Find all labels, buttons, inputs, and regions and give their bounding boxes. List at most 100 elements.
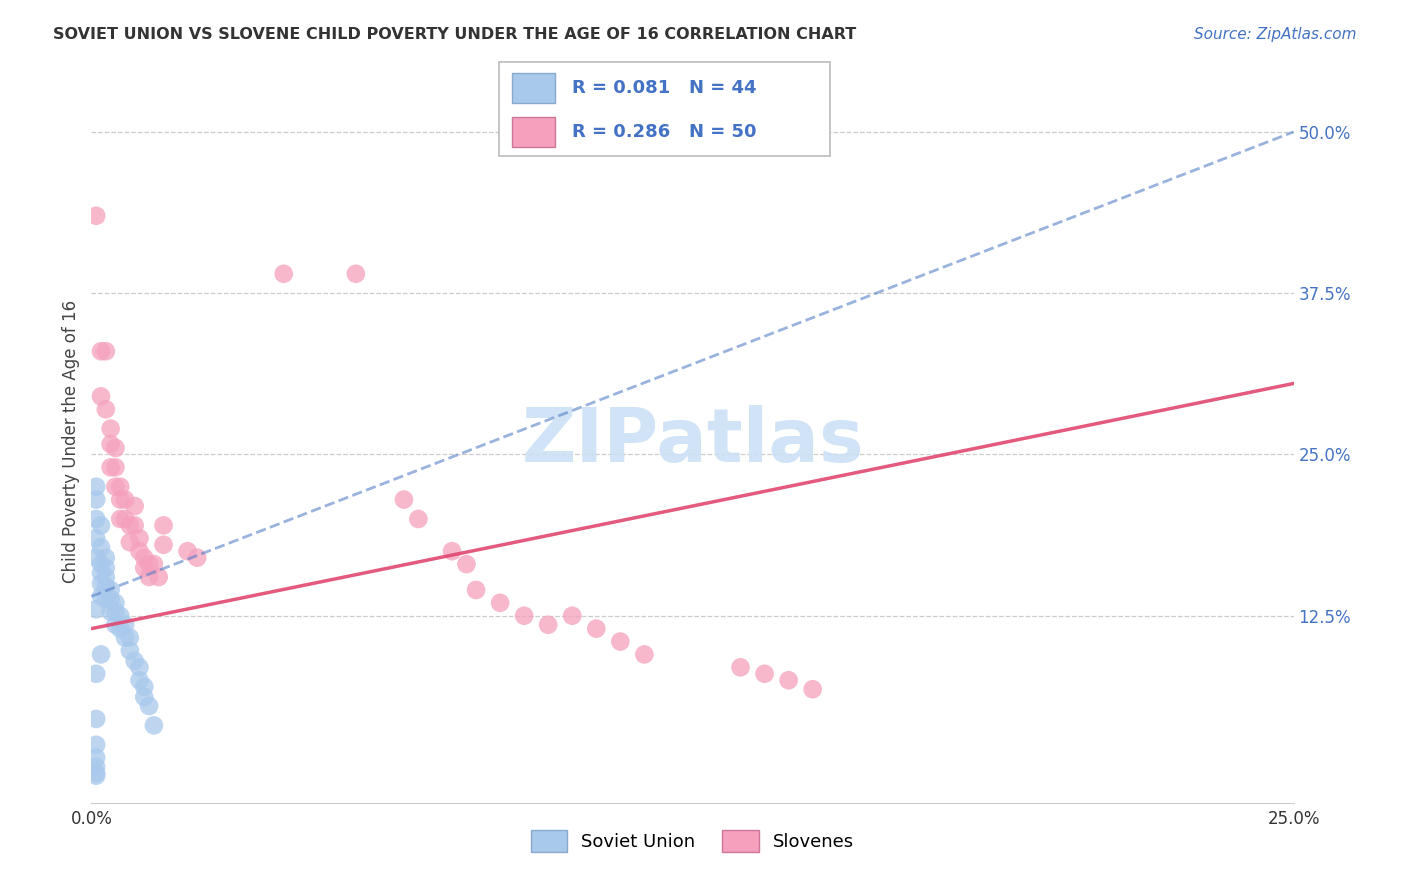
Point (94, 550, 117, 565)
Point (124, 499, 146, 513)
Point (134, 690, 156, 704)
Point (84, 602, 107, 616)
Point (84, 712, 107, 726)
Point (124, 518, 146, 533)
Point (110, 622, 132, 636)
Point (489, 596, 512, 610)
Point (94, 579, 117, 593)
Point (134, 550, 156, 565)
Point (84, 550, 107, 565)
Point (110, 480, 132, 494)
Point (84, 531, 107, 545)
Point (94, 570, 117, 584)
Point (84, 769, 107, 783)
Y-axis label: Child Poverty Under the Age of 16: Child Poverty Under the Age of 16 (62, 300, 80, 583)
Point (186, 550, 208, 565)
Point (128, 673, 150, 688)
Point (128, 531, 150, 545)
Point (754, 666, 776, 681)
Point (100, 437, 122, 451)
Point (84, 666, 107, 681)
Point (456, 557, 478, 571)
Point (94, 344, 117, 359)
Point (110, 512, 132, 526)
Point (90, 576, 112, 591)
Point (104, 596, 127, 610)
Point (84, 512, 107, 526)
Point (114, 631, 136, 645)
FancyBboxPatch shape (512, 117, 555, 147)
Point (142, 557, 165, 571)
Point (90, 518, 112, 533)
Point (134, 680, 156, 694)
Point (100, 605, 122, 619)
Point (148, 570, 170, 584)
Point (94, 561, 117, 575)
Point (104, 605, 127, 619)
Point (84, 480, 107, 494)
Point (104, 617, 127, 632)
Point (90, 557, 112, 571)
Point (138, 699, 160, 714)
Point (118, 518, 141, 533)
FancyBboxPatch shape (512, 73, 555, 103)
Point (465, 582, 488, 597)
Point (801, 682, 824, 697)
Point (440, 544, 463, 558)
Point (90, 389, 112, 403)
Point (128, 660, 150, 674)
Point (100, 460, 122, 475)
Point (152, 538, 174, 552)
Point (344, 267, 367, 281)
Point (84, 209, 107, 223)
Point (118, 535, 141, 549)
Point (118, 631, 141, 645)
Point (84, 766, 107, 780)
FancyBboxPatch shape (499, 62, 830, 156)
Point (100, 591, 122, 606)
Point (138, 570, 160, 584)
Point (100, 582, 122, 597)
Point (408, 512, 430, 526)
Point (609, 634, 631, 648)
Point (778, 673, 800, 688)
Point (585, 622, 607, 636)
Point (561, 608, 583, 623)
Legend: Soviet Union, Slovenes: Soviet Union, Slovenes (523, 822, 862, 859)
Point (152, 518, 174, 533)
Point (104, 441, 127, 455)
Point (138, 557, 160, 571)
Point (730, 660, 752, 674)
Point (90, 648, 112, 662)
Point (90, 541, 112, 555)
Text: ZIPatlas: ZIPatlas (522, 405, 863, 478)
Point (90, 590, 112, 604)
Point (104, 480, 127, 494)
Point (104, 460, 127, 475)
Text: SOVIET UNION VS SLOVENE CHILD POVERTY UNDER THE AGE OF 16 CORRELATION CHART: SOVIET UNION VS SLOVENE CHILD POVERTY UN… (53, 27, 856, 42)
Point (100, 422, 122, 436)
Point (90, 566, 112, 581)
Point (134, 561, 156, 575)
Point (513, 608, 536, 623)
Point (114, 492, 136, 507)
Point (633, 648, 655, 662)
Text: R = 0.286   N = 50: R = 0.286 N = 50 (572, 123, 756, 141)
Point (94, 402, 117, 417)
Point (537, 617, 560, 632)
Point (84, 750, 107, 764)
Point (142, 718, 165, 732)
Point (114, 512, 136, 526)
Point (124, 654, 146, 668)
Point (84, 760, 107, 774)
Point (94, 591, 117, 606)
Point (84, 738, 107, 752)
Point (114, 617, 136, 632)
Point (176, 544, 198, 558)
Point (110, 608, 132, 623)
Point (273, 267, 295, 281)
Point (90, 344, 112, 359)
Point (110, 492, 132, 507)
Point (118, 643, 141, 657)
Text: Source: ZipAtlas.com: Source: ZipAtlas.com (1194, 27, 1357, 42)
